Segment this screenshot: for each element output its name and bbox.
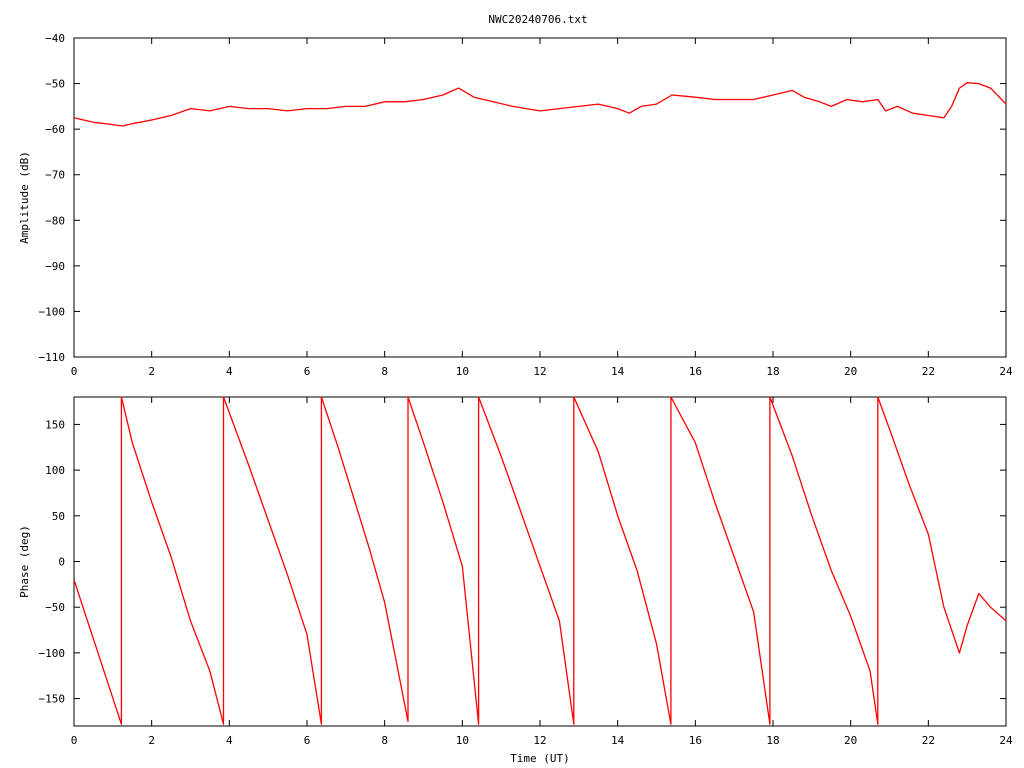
amplitude-x-tick-label: 8 bbox=[381, 365, 388, 378]
phase-x-tick-label: 0 bbox=[71, 734, 78, 747]
amplitude-y-tick-label: −80 bbox=[45, 214, 65, 227]
phase-y-tick-label: 50 bbox=[52, 510, 65, 523]
phase-plot-frame bbox=[73, 396, 1007, 727]
phase-series-line bbox=[73, 396, 1007, 725]
amplitude-y-tick-label: −70 bbox=[45, 169, 65, 182]
phase-y-tick-label: −150 bbox=[39, 693, 66, 706]
amplitude-x-tick-label: 0 bbox=[71, 365, 78, 378]
phase-x-tick-label: 6 bbox=[304, 734, 311, 747]
phase-y-axis-title: Phase (deg) bbox=[18, 525, 31, 598]
amplitude-x-tick-label: 18 bbox=[766, 365, 779, 378]
amplitude-x-tick-label: 20 bbox=[844, 365, 857, 378]
amplitude-x-tick-label: 12 bbox=[533, 365, 546, 378]
amplitude-y-tick-label: −100 bbox=[39, 305, 66, 318]
phase-x-tick-label: 8 bbox=[381, 734, 388, 747]
phase-x-tick-label: 10 bbox=[456, 734, 469, 747]
phase-x-tick-label: 4 bbox=[226, 734, 233, 747]
amplitude-x-tick-label: 6 bbox=[304, 365, 311, 378]
phase-x-tick-label: 24 bbox=[999, 734, 1013, 747]
amplitude-y-tick-label: −90 bbox=[45, 260, 65, 273]
phase-y-tick-label: 150 bbox=[45, 418, 65, 431]
amplitude-x-tick-label: 22 bbox=[922, 365, 935, 378]
phase-x-tick-label: 20 bbox=[844, 734, 857, 747]
amplitude-y-tick-label: −60 bbox=[45, 123, 65, 136]
phase-y-tick-label: −100 bbox=[39, 647, 66, 660]
phase-x-tick-label: 2 bbox=[148, 734, 155, 747]
phase-y-tick-label: 0 bbox=[58, 556, 65, 569]
phase-panel: 0 2 4 6 8 10 12 14 16 18 20 22 24−150−100−5005010015… bbox=[18, 396, 1013, 765]
amplitude-y-axis-title: Amplitude (dB) bbox=[18, 151, 31, 244]
phase-y-tick-label: 100 bbox=[45, 464, 65, 477]
amplitude-x-tick-label: 2 bbox=[148, 365, 155, 378]
phase-x-tick-label: 12 bbox=[533, 734, 546, 747]
amplitude-x-tick-label: 10 bbox=[456, 365, 469, 378]
phase-x-tick-label: 18 bbox=[766, 734, 779, 747]
phase-x-tick-label: 22 bbox=[922, 734, 935, 747]
phase-x-tick-label: 16 bbox=[689, 734, 702, 747]
amplitude-plot-frame bbox=[73, 37, 1007, 358]
amplitude-y-tick-label: −40 bbox=[45, 32, 65, 45]
amplitude-y-tick-label: −110 bbox=[39, 351, 66, 364]
amplitude-x-tick-label: 16 bbox=[689, 365, 702, 378]
amplitude-x-tick-label: 14 bbox=[611, 365, 625, 378]
phase-x-tick-label: 14 bbox=[611, 734, 625, 747]
amplitude-series-line bbox=[73, 82, 1007, 127]
phase-y-tick-label: −50 bbox=[45, 601, 65, 614]
amplitude-y-tick-label: −50 bbox=[45, 78, 65, 91]
chart-title: NWC20240706.txt bbox=[488, 13, 587, 26]
amplitude-x-tick-label: 24 bbox=[999, 365, 1013, 378]
amplitude-panel: 0 2 4 6 8 10 12 14 16 18 20 22 24−110−100−90−80−70−6… bbox=[18, 32, 1013, 378]
amplitude-x-tick-label: 4 bbox=[226, 365, 233, 378]
phase-x-axis-title: Time (UT) bbox=[510, 752, 570, 765]
